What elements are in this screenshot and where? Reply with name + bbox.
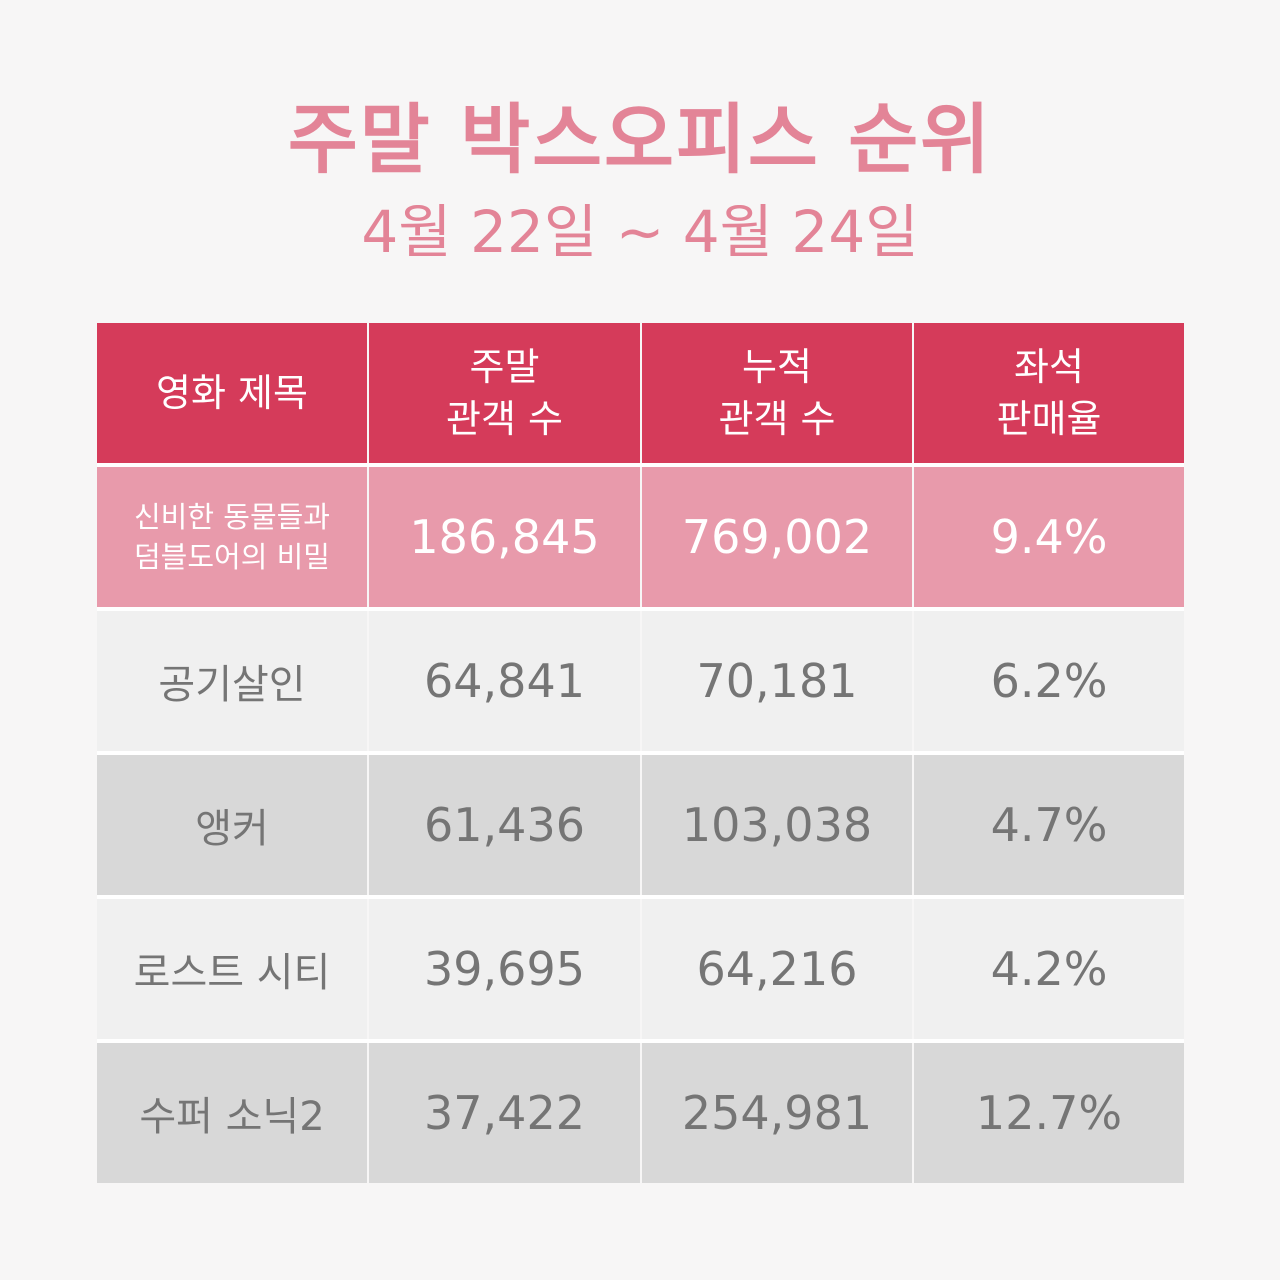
header-label: 좌석 판매율 [996,345,1102,441]
header-label: 누적 관객 수 [718,345,836,441]
weekend-audience-cell: 64,841 [369,611,640,751]
row-divider [97,895,1184,899]
header-seat-sales-rate: 좌석 판매율 [914,323,1184,463]
cumulative-audience-cell: 70,181 [642,611,912,751]
movie-title-cell: 로스트 시티 [97,899,367,1039]
movie-title-cell: 공기살인 [97,611,367,751]
seat-rate-cell: 4.7% [914,755,1184,895]
page-title: 주말 박스오피스 순위 [287,95,993,184]
movie-title-cell: 앵커 [97,755,367,895]
date-range: 4월 22일 ~ 4월 24일 [361,198,919,266]
box-office-table: 영화 제목 주말 관객 수 누적 관객 수 좌석 판매율 신비한 동물들과 덤블… [97,323,1184,1183]
seat-rate-cell: 12.7% [914,1043,1184,1183]
movie-title-cell: 신비한 동물들과 덤블도어의 비밀 [97,467,367,607]
header-cumulative-audience: 누적 관객 수 [642,323,912,463]
header-label: 영화 제목 [156,371,308,415]
row-divider [97,1039,1184,1043]
header-movie-title: 영화 제목 [97,323,367,463]
row-divider [97,751,1184,755]
movie-title-cell: 수퍼 소닉2 [97,1043,367,1183]
row-divider [97,607,1184,611]
cumulative-audience-cell: 103,038 [642,755,912,895]
header-weekend-audience: 주말 관객 수 [369,323,640,463]
weekend-audience-cell: 186,845 [369,467,640,607]
weekend-audience-cell: 37,422 [369,1043,640,1183]
seat-rate-cell: 4.2% [914,899,1184,1039]
weekend-audience-cell: 39,695 [369,899,640,1039]
seat-rate-cell: 9.4% [914,467,1184,607]
cumulative-audience-cell: 769,002 [642,467,912,607]
weekend-audience-cell: 61,436 [369,755,640,895]
seat-rate-cell: 6.2% [914,611,1184,751]
row-divider [97,463,1184,467]
cumulative-audience-cell: 254,981 [642,1043,912,1183]
cumulative-audience-cell: 64,216 [642,899,912,1039]
header-label: 주말 관객 수 [446,345,563,441]
